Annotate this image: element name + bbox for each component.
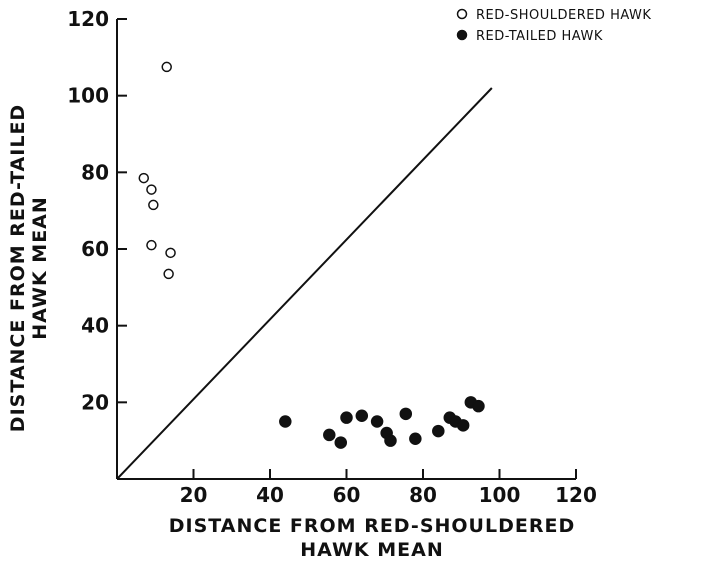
x-axis-title-line-1: DISTANCE FROM RED-SHOULDERED bbox=[169, 515, 575, 537]
y-axis-title-line-1: DISTANCE FROM RED-TAILED bbox=[7, 104, 29, 432]
axes bbox=[116, 19, 576, 480]
point-red-shouldered-hawk bbox=[148, 199, 159, 211]
y-tick-label: 100 bbox=[67, 84, 109, 108]
x-tick-label: 80 bbox=[409, 483, 437, 507]
y-tick-label: 20 bbox=[81, 390, 109, 414]
point-red-tailed-hawk bbox=[370, 415, 384, 428]
y-tick-label: 60 bbox=[81, 237, 109, 261]
x-tick-label: 100 bbox=[479, 483, 521, 507]
point-red-tailed-hawk bbox=[456, 419, 470, 432]
y-ticks: 20 40 60 80 100 120 bbox=[67, 7, 127, 414]
point-red-shouldered-hawk bbox=[146, 239, 157, 251]
legend-marker-red-shouldered bbox=[456, 8, 468, 20]
x-tick-label: 60 bbox=[333, 483, 361, 507]
x-tick-label: 20 bbox=[180, 483, 208, 507]
legend-label-red-tailed: RED-TAILED HAWK bbox=[476, 29, 603, 44]
point-red-tailed-hawk bbox=[472, 399, 485, 413]
legend-marker-red-tailed bbox=[456, 29, 468, 41]
point-red-tailed-hawk bbox=[399, 407, 413, 421]
y-axis-title: DISTANCE FROM RED-TAILED HAWK MEAN bbox=[7, 104, 51, 432]
point-red-tailed-hawk bbox=[409, 432, 422, 445]
diagonal-reference-line bbox=[116, 87, 493, 480]
x-tick-label: 40 bbox=[256, 483, 284, 507]
x-axis-title-line-2: HAWK MEAN bbox=[300, 539, 444, 561]
y-tick-label: 120 bbox=[67, 7, 109, 31]
y-tick-label: 80 bbox=[81, 160, 109, 184]
y-axis-title-line-2: HAWK MEAN bbox=[29, 196, 51, 340]
point-red-shouldered-hawk bbox=[138, 172, 150, 184]
point-red-shouldered-hawk bbox=[165, 247, 176, 259]
point-red-tailed-hawk bbox=[279, 415, 292, 428]
point-red-tailed-hawk bbox=[340, 411, 353, 424]
point-red-shouldered-hawk bbox=[163, 268, 174, 280]
legend: RED-SHOULDERED HAWK RED-TAILED HAWK bbox=[456, 8, 651, 44]
point-red-tailed-hawk bbox=[432, 424, 445, 438]
point-red-shouldered-hawk bbox=[146, 184, 157, 195]
data-points bbox=[138, 61, 485, 449]
point-red-tailed-hawk bbox=[355, 409, 369, 422]
x-ticks: 20 40 60 80 100 120 bbox=[180, 469, 597, 507]
legend-label-red-shouldered: RED-SHOULDERED HAWK bbox=[476, 8, 651, 23]
y-tick-label: 40 bbox=[81, 314, 109, 338]
point-red-tailed-hawk bbox=[323, 428, 336, 442]
point-red-shouldered-hawk bbox=[161, 61, 172, 73]
point-red-tailed-hawk bbox=[334, 436, 348, 449]
x-tick-label: 120 bbox=[555, 483, 597, 507]
point-red-tailed-hawk bbox=[384, 434, 397, 447]
